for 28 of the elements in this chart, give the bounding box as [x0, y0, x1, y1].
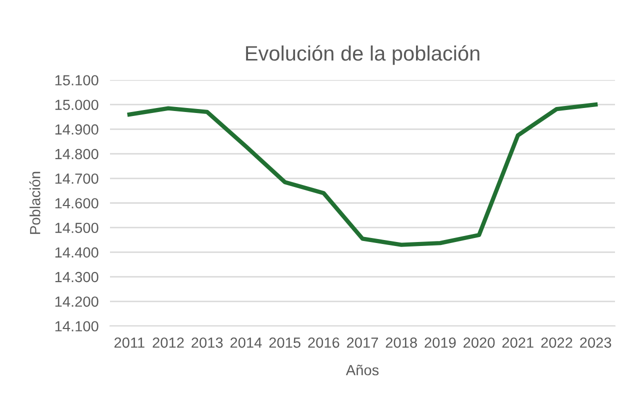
x-tick-label: 2014 — [230, 337, 262, 348]
x-tick-label: 2022 — [541, 337, 572, 348]
x-tick-label: 2015 — [269, 337, 300, 348]
y-tick-label: 15.100 — [55, 75, 98, 86]
x-tick-label: 2023 — [580, 337, 612, 348]
y-tick-label: 14.400 — [55, 247, 98, 258]
x-tick-label: 2013 — [192, 337, 223, 348]
x-tick-label: 2017 — [347, 337, 378, 348]
x-tick-label: 2020 — [464, 337, 495, 348]
y-tick-label: 14.800 — [55, 148, 98, 160]
x-tick-label: 2011 — [114, 337, 144, 348]
y-tick-label: 15.000 — [55, 100, 98, 110]
x-tick-label: 2018 — [386, 337, 417, 348]
line-series — [127, 102, 598, 247]
x-tick-label: 2012 — [152, 337, 184, 348]
x-axis-title: Años — [346, 364, 379, 376]
x-tick-label: 2021 — [502, 337, 534, 348]
y-tick-label: 14.700 — [55, 174, 98, 184]
chart-title: Evolución de la población — [246, 45, 480, 65]
y-tick-label: 14.600 — [55, 198, 98, 208]
y-tick-label: 14.300 — [55, 272, 98, 282]
x-tick-label: 2019 — [424, 337, 456, 348]
y-tick-label: 14.100 — [55, 321, 98, 332]
y-axis-title: Población — [29, 172, 40, 234]
x-tick-label: 2016 — [308, 337, 340, 348]
y-tick-label: 14.500 — [55, 222, 98, 234]
y-tick-label: 14.200 — [55, 296, 98, 307]
y-tick-label: 14.900 — [55, 124, 98, 135]
